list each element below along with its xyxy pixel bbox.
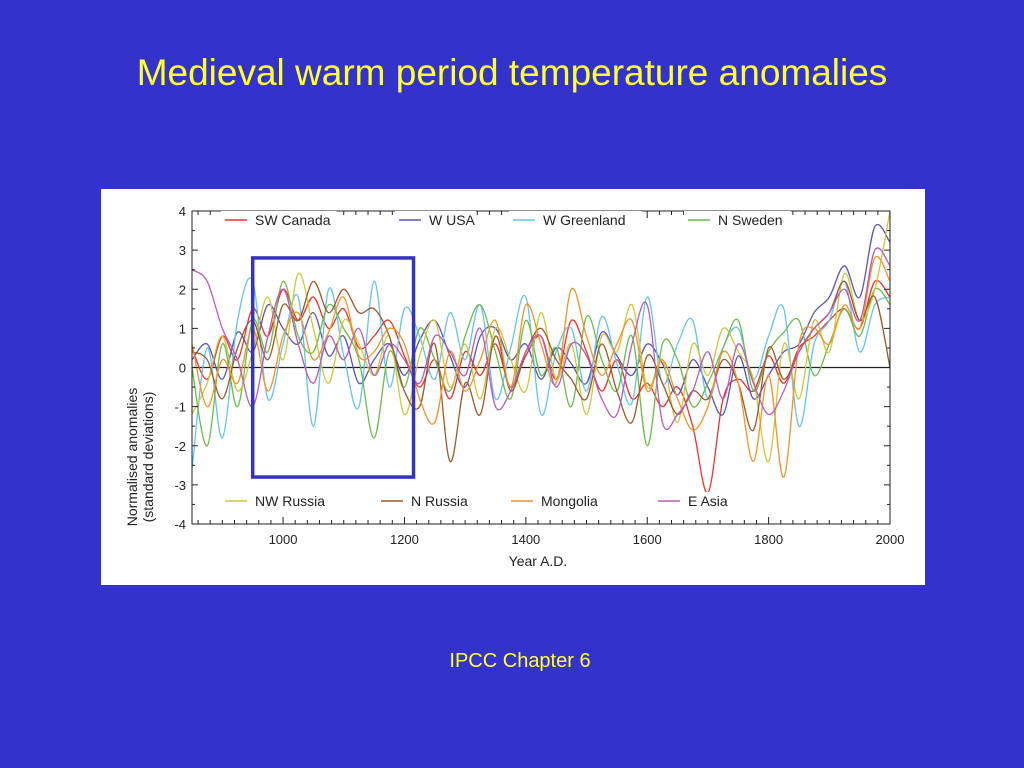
legend-bg bbox=[509, 211, 642, 229]
y-tick-label: 4 bbox=[179, 204, 186, 219]
legend-label: N Russia bbox=[411, 493, 468, 509]
legend-entry-e-asia: E Asia bbox=[654, 492, 744, 510]
x-tick-label: 1600 bbox=[633, 532, 662, 547]
series-line-e-asia bbox=[191, 247, 891, 431]
legend-entry-n-sweden: N Sweden bbox=[684, 211, 791, 229]
y-tick-label: 1 bbox=[179, 321, 186, 336]
x-tick-label: 1200 bbox=[390, 532, 419, 547]
y-tick-label: -3 bbox=[174, 478, 186, 493]
legend-bg bbox=[684, 211, 791, 229]
y-axis-label-line2: (standard deviations) bbox=[140, 392, 156, 523]
y-tick-label: -1 bbox=[174, 400, 186, 415]
x-tick-label: 2000 bbox=[876, 532, 905, 547]
series-line-w-usa bbox=[191, 223, 891, 416]
legend-label: W Greenland bbox=[543, 212, 625, 228]
legend-label: E Asia bbox=[688, 493, 728, 509]
x-tick-label: 1400 bbox=[511, 532, 540, 547]
legend-entry-w-greenland: W Greenland bbox=[509, 211, 642, 229]
x-axis-label: Year A.D. bbox=[509, 553, 568, 569]
y-tick-label: 3 bbox=[179, 243, 186, 258]
y-tick-label: 0 bbox=[179, 361, 186, 376]
legend-bg bbox=[221, 492, 337, 510]
legend-bg bbox=[507, 492, 614, 510]
legend-bg bbox=[395, 211, 476, 229]
legend-entry-sw-canada: SW Canada bbox=[221, 211, 337, 229]
series-line-n-russia bbox=[191, 280, 891, 463]
y-tick-label: -2 bbox=[174, 439, 186, 454]
legend-entry-nw-russia: NW Russia bbox=[221, 492, 337, 510]
legend-label: Mongolia bbox=[541, 493, 598, 509]
legend-label: W USA bbox=[429, 212, 476, 228]
x-tick-label: 1800 bbox=[754, 532, 783, 547]
y-tick-label: 2 bbox=[179, 282, 186, 297]
chart-panel: -4 -3 -2 -1 0 1 2 3 4 1000 1200 1400 1600 1800 2000 SW… bbox=[101, 189, 925, 585]
series-line-n-sweden bbox=[191, 280, 891, 447]
y-tick-label: -4 bbox=[174, 517, 186, 532]
y-axis-label-line1: Normalised anomalies bbox=[124, 388, 140, 527]
temperature-anomaly-chart: -4 -3 -2 -1 0 1 2 3 4 1000 1200 1400 1600 1800 2000 SW… bbox=[101, 189, 925, 585]
legend-label: NW Russia bbox=[255, 493, 325, 509]
legend-bg bbox=[654, 492, 744, 510]
series-line-nw-russia bbox=[191, 210, 891, 463]
legend-entry-mongolia: Mongolia bbox=[507, 492, 614, 510]
legend-label: SW Canada bbox=[255, 212, 331, 228]
source-caption: IPCC Chapter 6 bbox=[449, 650, 591, 672]
legend-bg bbox=[377, 492, 484, 510]
series-line-mongolia bbox=[191, 255, 891, 478]
legend-label: N Sweden bbox=[718, 212, 783, 228]
slide-title: Medieval warm period temperature anomali… bbox=[136, 52, 888, 93]
legend-bg bbox=[221, 211, 337, 229]
legend-entry-w-usa: W USA bbox=[395, 211, 476, 229]
x-tick-label: 1000 bbox=[269, 532, 298, 547]
medieval-period-highlight-box bbox=[250, 256, 416, 479]
legend-entry-n-russia: N Russia bbox=[377, 492, 484, 510]
series-line-w-greenland bbox=[191, 277, 891, 470]
